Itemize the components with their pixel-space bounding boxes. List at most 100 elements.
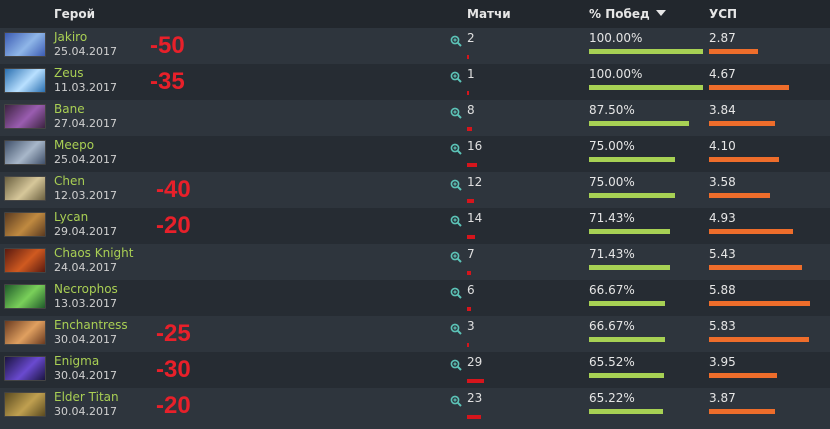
zoom-in-icon[interactable] bbox=[450, 392, 462, 407]
zoom-in-icon[interactable] bbox=[450, 248, 462, 263]
hero-name-link[interactable]: Zeus bbox=[54, 66, 84, 80]
table-row[interactable]: Meepo 25.04.2017 16 75.00% 4.10 bbox=[0, 136, 830, 172]
zoom-in-icon[interactable] bbox=[450, 140, 462, 155]
hero-name-link[interactable]: Chen bbox=[54, 174, 85, 188]
hero-name-link[interactable]: Jakiro bbox=[54, 30, 88, 44]
ksp-column-header[interactable]: УСП bbox=[709, 7, 738, 21]
ksp-bar bbox=[709, 193, 770, 198]
matches-count: 29 bbox=[467, 355, 483, 369]
ksp-value: 5.43 bbox=[709, 247, 736, 261]
last-played-date: 29.04.2017 bbox=[54, 225, 117, 238]
table-header: Герой Матчи % Побед УСП bbox=[0, 0, 830, 28]
winrate-bar bbox=[589, 193, 675, 198]
table-row[interactable]: Lycan 29.04.2017 -20 14 71.43% 4.93 bbox=[0, 208, 830, 244]
last-played-date: 25.04.2017 bbox=[54, 45, 117, 58]
winrate-value: 100.00% bbox=[589, 31, 643, 45]
hero-portrait[interactable] bbox=[4, 140, 46, 165]
ksp-bar bbox=[709, 85, 789, 90]
matches-count: 16 bbox=[467, 139, 483, 153]
winrate-value: 87.50% bbox=[589, 103, 635, 117]
hero-name-link[interactable]: Elder Titan bbox=[54, 390, 119, 404]
zoom-in-icon[interactable] bbox=[450, 32, 462, 47]
matches-bar bbox=[467, 91, 469, 95]
hero-portrait[interactable] bbox=[4, 320, 46, 345]
matches-count: 6 bbox=[467, 283, 475, 297]
hero-portrait[interactable] bbox=[4, 176, 46, 201]
winrate-bar bbox=[589, 301, 665, 306]
zoom-in-icon[interactable] bbox=[450, 212, 462, 227]
table-row[interactable]: Necrophos 13.03.2017 6 66.67% 5.88 bbox=[0, 280, 830, 316]
hero-portrait[interactable] bbox=[4, 32, 46, 57]
matches-count: 12 bbox=[467, 175, 483, 189]
hero-portrait[interactable] bbox=[4, 248, 46, 273]
handwritten-note: -20 bbox=[156, 392, 191, 419]
ksp-value: 4.67 bbox=[709, 67, 736, 81]
ksp-value: 5.83 bbox=[709, 319, 736, 333]
table-row[interactable]: Elder Titan 30.04.2017 -20 23 65.22% 3.87 bbox=[0, 388, 830, 424]
hero-column-header[interactable]: Герой bbox=[54, 7, 96, 21]
ksp-bar bbox=[709, 229, 793, 234]
hero-name-link[interactable]: Enigma bbox=[54, 354, 100, 368]
zoom-in-icon[interactable] bbox=[450, 356, 462, 371]
ksp-bar bbox=[709, 301, 810, 306]
zoom-in-icon[interactable] bbox=[450, 176, 462, 191]
ksp-value: 3.84 bbox=[709, 103, 736, 117]
table-row[interactable]: Zeus 11.03.2017 -35 1 100.00% 4.67 bbox=[0, 64, 830, 100]
last-played-date: 30.04.2017 bbox=[54, 333, 117, 346]
hero-portrait[interactable] bbox=[4, 104, 46, 129]
ksp-bar bbox=[709, 49, 758, 54]
winrate-value: 100.00% bbox=[589, 67, 643, 81]
last-played-date: 11.03.2017 bbox=[54, 81, 117, 94]
matches-count: 8 bbox=[467, 103, 475, 117]
hero-name-link[interactable]: Necrophos bbox=[54, 282, 118, 296]
ksp-bar bbox=[709, 373, 777, 378]
table-row[interactable]: Chen 12.03.2017 -40 12 75.00% 3.58 bbox=[0, 172, 830, 208]
hero-table-body: Jakiro 25.04.2017 -50 2 100.00% 2.87 Zeus 11.03… bbox=[0, 28, 830, 424]
winrate-bar bbox=[589, 85, 703, 90]
hero-portrait[interactable] bbox=[4, 284, 46, 309]
ksp-bar bbox=[709, 265, 802, 270]
hero-name-link[interactable]: Lycan bbox=[54, 210, 89, 224]
hero-portrait[interactable] bbox=[4, 392, 46, 417]
matches-bar bbox=[467, 55, 469, 59]
matches-bar bbox=[467, 307, 471, 311]
ksp-value: 5.88 bbox=[709, 283, 736, 297]
hero-name-link[interactable]: Enchantress bbox=[54, 318, 128, 332]
ksp-value: 2.87 bbox=[709, 31, 736, 45]
matches-column-header[interactable]: Матчи bbox=[467, 7, 511, 21]
winrate-value: 75.00% bbox=[589, 139, 635, 153]
table-row[interactable]: Jakiro 25.04.2017 -50 2 100.00% 2.87 bbox=[0, 28, 830, 64]
hero-name-link[interactable]: Bane bbox=[54, 102, 85, 116]
hero-portrait[interactable] bbox=[4, 212, 46, 237]
ksp-bar bbox=[709, 337, 809, 342]
winrate-column-header[interactable]: % Побед bbox=[589, 7, 666, 21]
table-row[interactable]: Enchantress 30.04.2017 -25 3 66.67% 5.83 bbox=[0, 316, 830, 352]
winrate-value: 66.67% bbox=[589, 319, 635, 333]
table-row[interactable]: Chaos Knight 24.04.2017 7 71.43% 5.43 bbox=[0, 244, 830, 280]
hero-name-link[interactable]: Meepo bbox=[54, 138, 95, 152]
matches-count: 23 bbox=[467, 391, 483, 405]
zoom-in-icon[interactable] bbox=[450, 284, 462, 299]
matches-bar bbox=[467, 343, 469, 347]
table-row[interactable]: Bane 27.04.2017 8 87.50% 3.84 bbox=[0, 100, 830, 136]
matches-bar bbox=[467, 163, 477, 167]
hero-portrait[interactable] bbox=[4, 68, 46, 93]
zoom-in-icon[interactable] bbox=[450, 320, 462, 335]
winrate-value: 66.67% bbox=[589, 283, 635, 297]
handwritten-note: -20 bbox=[156, 212, 191, 239]
handwritten-note: -50 bbox=[150, 32, 185, 59]
ksp-value: 3.58 bbox=[709, 175, 736, 189]
handwritten-note: -25 bbox=[156, 320, 191, 347]
hero-name-link[interactable]: Chaos Knight bbox=[54, 246, 134, 260]
matches-bar bbox=[467, 199, 474, 203]
zoom-in-icon[interactable] bbox=[450, 68, 462, 83]
winrate-bar bbox=[589, 229, 670, 234]
winrate-value: 71.43% bbox=[589, 211, 635, 225]
zoom-in-icon[interactable] bbox=[450, 104, 462, 119]
handwritten-note: -40 bbox=[156, 176, 191, 203]
table-row[interactable]: Enigma 30.04.2017 -30 29 65.52% 3.95 bbox=[0, 352, 830, 388]
matches-bar bbox=[467, 379, 484, 383]
hero-portrait[interactable] bbox=[4, 356, 46, 381]
last-played-date: 27.04.2017 bbox=[54, 117, 117, 130]
winrate-bar bbox=[589, 265, 670, 270]
